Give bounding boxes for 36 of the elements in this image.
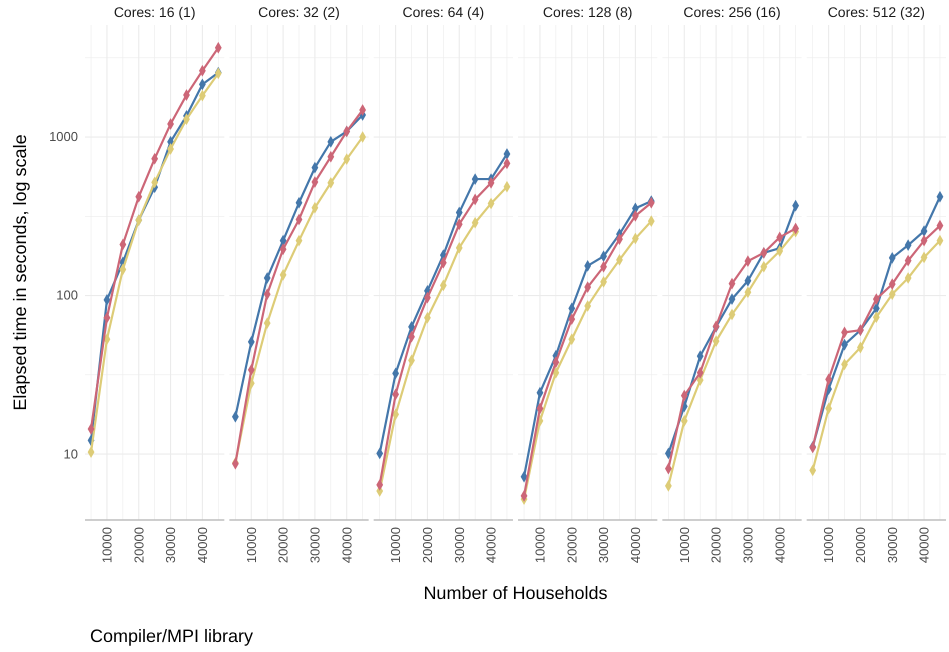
x-axis-title: Number of Households (423, 583, 608, 603)
x-tick-label: 30000 (307, 527, 322, 564)
chart-title: Cores: 32 (2) (258, 4, 340, 20)
chart-title: Cores: 128 (8) (542, 4, 632, 20)
x-tick-label: 10000 (821, 527, 836, 564)
x-tick-label: 40000 (772, 527, 788, 564)
x-tick-label: 30000 (452, 527, 467, 564)
x-tick-label: 30000 (740, 527, 756, 564)
x-tick-label: 40000 (194, 527, 210, 564)
y-tick-label: 1000 (49, 129, 78, 144)
x-tick-label: 40000 (484, 527, 499, 564)
x-tick-label: 20000 (852, 527, 868, 564)
text: Compiler/MPI library (90, 626, 254, 646)
x-tick-label: 20000 (420, 527, 435, 564)
chart-title: Cores: 256 (16) (683, 4, 781, 20)
y-tick-label: 10 (64, 446, 78, 462)
chart-title: Cores: 16 (1) (114, 4, 196, 20)
x-tick-label: 40000 (339, 527, 354, 564)
x-tick-label: 30000 (884, 527, 900, 564)
x-tick-label: 30000 (596, 527, 612, 564)
x-tick-label: 10000 (388, 527, 404, 564)
x-tick-label: 20000 (276, 527, 291, 564)
x-tick-label: 40000 (628, 527, 643, 564)
chart-title: Cores: 64 (4) (402, 4, 484, 20)
x-tick-label: 10000 (532, 527, 548, 564)
x-tick-label: 20000 (708, 527, 724, 564)
y-axis-title: Elapsed time in seconds, log scale (10, 134, 30, 411)
x-tick-label: 30000 (163, 527, 178, 564)
y-tick-label: 100 (56, 288, 78, 303)
x-tick-label: 10000 (676, 527, 692, 564)
x-tick-label: 20000 (131, 527, 146, 564)
x-tick-label: 40000 (916, 527, 932, 564)
x-tick-label: 20000 (564, 527, 580, 564)
chart-title: Cores: 512 (32) (828, 4, 925, 20)
x-tick-label: 10000 (100, 527, 114, 564)
x-tick-label: 10000 (244, 527, 259, 564)
